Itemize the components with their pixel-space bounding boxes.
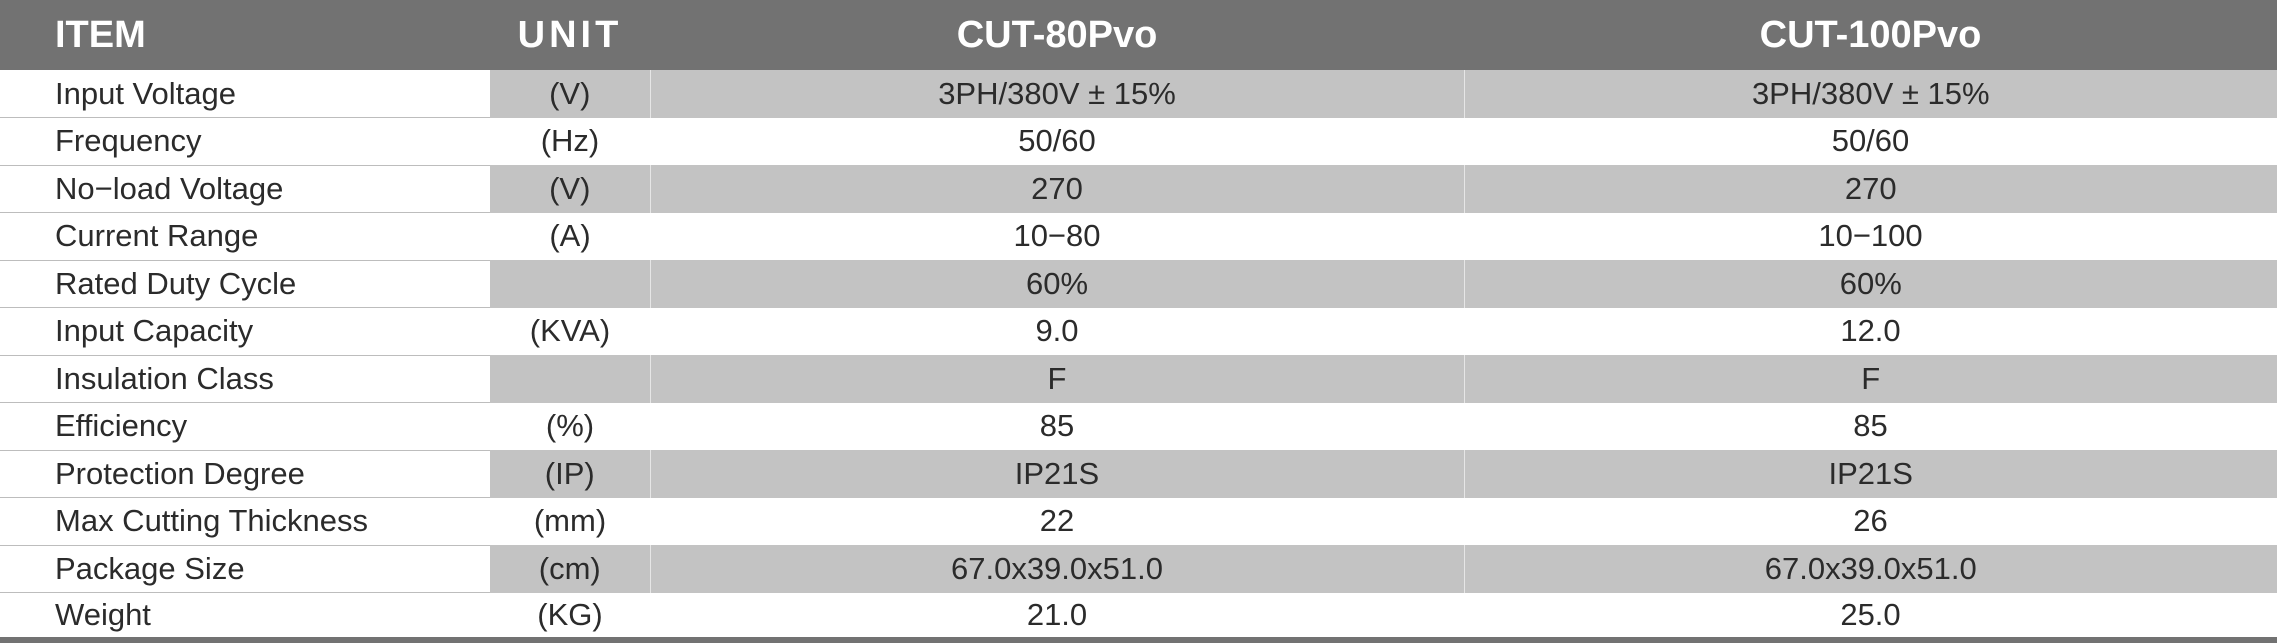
row-model-1: 50/60 [1018,123,1096,159]
row-model-1: 67.0x39.0x51.0 [650,545,1465,593]
row-model-1: 22 [1039,503,1075,539]
table-row: Protection Degree (IP) IP21S IP21S [0,450,2277,498]
row-model-1: 3PH/380V ± 15% [650,70,1465,118]
row-item: No−load Voltage [0,165,490,213]
row-item: Protection Degree [0,450,490,498]
row-model-2: 270 [1464,165,2277,213]
row-model-1: 270 [650,165,1465,213]
table-row: Input Capacity (KVA) 9.0 12.0 [0,307,2277,356]
row-unit: (V) [490,165,651,213]
row-model-2: 25.0 [1464,592,2277,643]
row-item: Rated Duty Cycle [0,260,490,308]
table-header: ITEM UNIT CUT-80Pvo CUT-100Pvo [0,0,2277,70]
table-body: Input Voltage (V) 3PH/380V ± 15% 3PH/380… [0,70,2277,643]
row-unit: (V) [490,70,651,118]
row-model-2: 10−100 [1818,218,1923,254]
table-row: Frequency (Hz) 50/60 50/60 [0,117,2277,166]
row-unit: (KVA) [529,313,611,349]
row-item: Current Range [0,212,490,261]
row-model-2: F [1464,355,2277,403]
row-model-2: 12.0 [1840,313,1901,349]
row-model-1: 10−80 [1013,218,1101,254]
table-row: Input Voltage (V) 3PH/380V ± 15% 3PH/380… [0,70,2277,118]
row-unit: (%) [545,408,595,444]
row-model-2: 67.0x39.0x51.0 [1464,545,2277,593]
row-unit: (A) [549,218,591,254]
row-item: Efficiency [0,402,490,451]
row-model-2: 50/60 [1831,123,1910,159]
row-unit: (mm) [533,503,607,539]
row-unit: (IP) [490,450,651,498]
row-item: Input Capacity [0,307,490,356]
row-item: Max Cutting Thickness [0,497,490,546]
table-row: Max Cutting Thickness (mm) 22 26 [0,497,2277,546]
row-model-2: IP21S [1464,450,2277,498]
row-model-1: 9.0 [1035,313,1079,349]
row-item: Frequency [0,117,490,166]
row-model-2: 3PH/380V ± 15% [1464,70,2277,118]
row-unit: (cm) [490,545,651,593]
header-row: ITEM UNIT CUT-80Pvo CUT-100Pvo [0,0,2277,70]
row-unit: (KG) [490,592,650,643]
row-model-1: 60% [650,260,1465,308]
row-model-2: 60% [1464,260,2277,308]
row-item: Weight [0,592,490,643]
table-row: Current Range (A) 10−80 10−100 [0,212,2277,261]
row-model-1: F [650,355,1465,403]
row-model-1: 21.0 [650,592,1464,643]
table-row: Weight (KG) 21.0 25.0 [0,592,2277,643]
row-item: Input Voltage [0,70,490,118]
table-row: Insulation Class F F [0,355,2277,403]
header-unit: UNIT [490,0,650,70]
row-model-2: 85 [1853,408,1888,444]
row-model-1: 85 [1039,408,1075,444]
row-unit [490,355,651,403]
row-unit [490,260,651,308]
header-model-2: CUT-100Pvo [1464,0,2277,70]
row-item: Package Size [0,545,490,593]
row-model-2: 26 [1853,503,1888,539]
row-model-1: IP21S [650,450,1465,498]
header-item: ITEM [0,0,490,70]
row-item: Insulation Class [0,355,490,403]
header-model-1: CUT-80Pvo [650,0,1464,70]
row-unit: (Hz) [540,123,600,159]
table-row: Rated Duty Cycle 60% 60% [0,260,2277,308]
table-row: Efficiency (%) 85 85 [0,402,2277,451]
table-row: Package Size (cm) 67.0x39.0x51.0 67.0x39… [0,545,2277,593]
table-row: No−load Voltage (V) 270 270 [0,165,2277,213]
